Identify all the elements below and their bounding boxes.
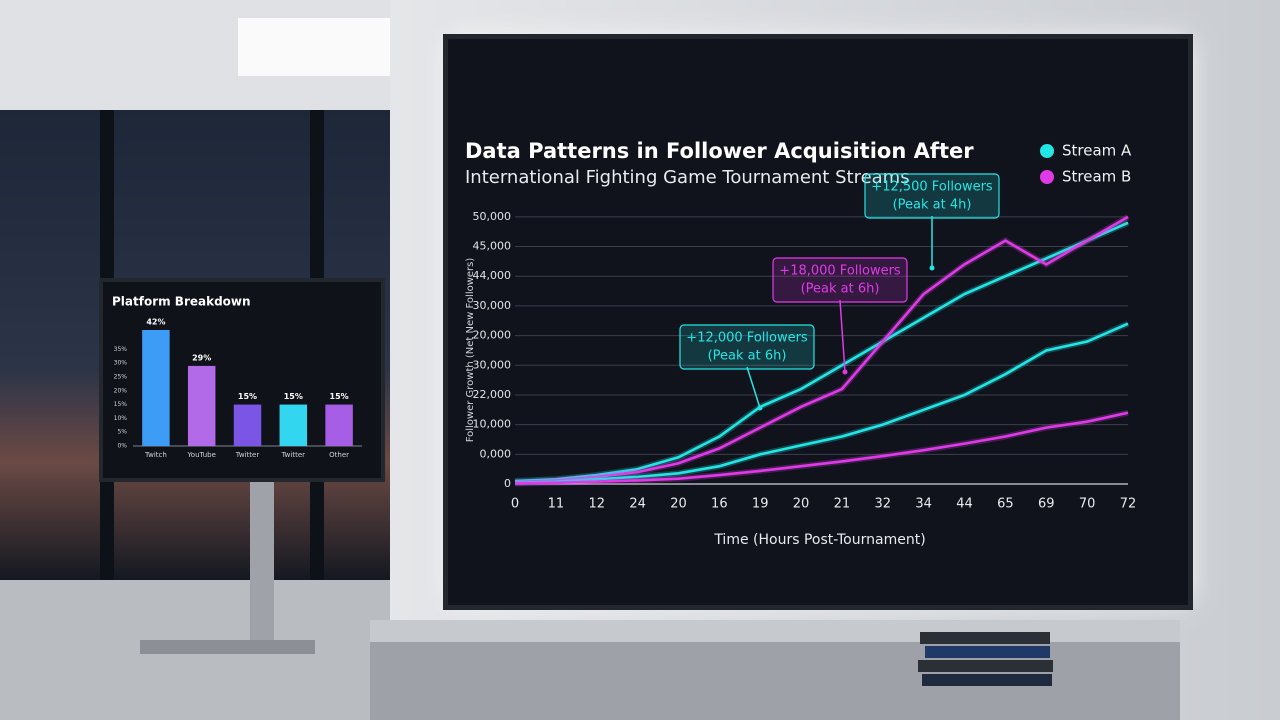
annotation-leader bbox=[746, 366, 761, 409]
x-tick-label: 72 bbox=[1120, 497, 1137, 512]
annotation-box bbox=[679, 324, 815, 370]
x-tick-label: 0 bbox=[511, 497, 519, 512]
y-tick-label: 45,000 bbox=[473, 240, 512, 253]
bar bbox=[187, 365, 216, 446]
x-tick-label: 20 bbox=[670, 497, 687, 512]
x-tick-label: 11 bbox=[548, 497, 565, 512]
legend-label: Stream B bbox=[1062, 168, 1131, 186]
ceiling-light bbox=[238, 18, 390, 76]
annotation-text: +12,500 Followers bbox=[871, 180, 993, 195]
x-tick-label: 34 bbox=[915, 497, 932, 512]
y-tick-label: 15% bbox=[114, 401, 128, 408]
x-tick-label: 20 bbox=[793, 497, 810, 512]
series-line bbox=[514, 411, 1129, 485]
y-tick-label: 5% bbox=[117, 429, 127, 436]
y-axis-label: Follower Growth (Net New Followers) bbox=[465, 258, 476, 443]
x-tick-label: 65 bbox=[997, 497, 1014, 512]
bar bbox=[325, 404, 353, 446]
x-tick-label: 21 bbox=[834, 497, 851, 512]
bar bbox=[142, 330, 170, 446]
chart-subtitle: International Fighting Game Tournament S… bbox=[465, 167, 910, 188]
book bbox=[922, 674, 1052, 686]
annotation-dot bbox=[757, 405, 763, 411]
x-tick-label: Twitter bbox=[281, 451, 306, 459]
value-label: 29% bbox=[192, 353, 211, 362]
annotation-dot bbox=[929, 265, 935, 271]
y-tick-label: 30,000 bbox=[473, 299, 512, 312]
annotation-leader bbox=[839, 299, 846, 373]
bar-chart: Platform Breakdown 0% 5% 10% 15% 20% 25% 30% 35… bbox=[112, 295, 362, 459]
y-tick-label: 44,000 bbox=[473, 269, 512, 282]
legend-swatch bbox=[1040, 170, 1054, 184]
annotation-box bbox=[864, 173, 1000, 219]
x-tick-label: 44 bbox=[956, 497, 973, 512]
y-tick-label: 0,000 bbox=[480, 447, 512, 460]
x-tick-label: 19 bbox=[752, 497, 769, 512]
x-tick-label: 12 bbox=[588, 497, 605, 512]
y-tick-label: 25% bbox=[114, 373, 128, 380]
screen bbox=[448, 39, 1188, 605]
y-tick-label: 0 bbox=[504, 477, 511, 490]
y-tick-label: 20,000 bbox=[473, 329, 512, 342]
y-tick-label: 30% bbox=[114, 360, 128, 367]
cabinet-top bbox=[370, 620, 1180, 642]
annotation-box bbox=[772, 257, 908, 303]
annotation-text: +18,000 Followers bbox=[779, 264, 901, 279]
book bbox=[925, 646, 1050, 658]
annotation-dot bbox=[842, 369, 848, 375]
y-tick-label: 10,000 bbox=[473, 418, 512, 431]
x-tick-label: 69 bbox=[1038, 497, 1055, 512]
y-tick-label: 35% bbox=[114, 346, 128, 353]
book bbox=[918, 660, 1053, 672]
value-label: 15% bbox=[284, 392, 303, 401]
x-tick-label: 70 bbox=[1079, 497, 1096, 512]
value-label: 15% bbox=[330, 392, 349, 401]
y-tick-label: 50,000 bbox=[473, 210, 512, 223]
annotation-text: (Peak at 6h) bbox=[801, 282, 880, 297]
y-tick-label: 22,000 bbox=[473, 388, 512, 401]
legend-label: Stream A bbox=[1062, 142, 1132, 160]
x-tick-label: 24 bbox=[629, 497, 646, 512]
x-tick-label: YouTube bbox=[186, 451, 215, 459]
x-tick-label: 16 bbox=[711, 497, 728, 512]
y-tick-label: 10% bbox=[114, 415, 128, 422]
series-line bbox=[514, 215, 1129, 484]
value-label: 42% bbox=[146, 318, 165, 327]
x-axis-label: Time (Hours Post-Tournament) bbox=[713, 532, 925, 548]
stand-pole bbox=[250, 470, 274, 640]
y-tick-label: 30,000 bbox=[473, 358, 512, 371]
y-tick-label: 0% bbox=[117, 443, 127, 450]
annotation-text: (Peak at 4h) bbox=[893, 198, 972, 213]
chart-title: Platform Breakdown bbox=[112, 295, 251, 309]
x-tick-label: Twitter bbox=[235, 451, 260, 459]
legend-swatch bbox=[1040, 144, 1054, 158]
bar bbox=[279, 404, 308, 446]
bar bbox=[233, 404, 262, 446]
x-tick-label: 32 bbox=[875, 497, 892, 512]
book bbox=[920, 632, 1050, 644]
stand-base bbox=[140, 640, 315, 654]
chart-title: Data Patterns in Follower Acquisition Af… bbox=[465, 139, 974, 163]
value-label: 15% bbox=[238, 392, 257, 401]
annotation-text: +12,000 Followers bbox=[686, 331, 808, 346]
y-tick-label: 20% bbox=[114, 387, 128, 394]
main-chart: Data Patterns in Follower Acquisition Af… bbox=[465, 139, 1136, 548]
x-tick-label: Other bbox=[329, 451, 349, 459]
x-tick-label: Twitch bbox=[144, 451, 167, 459]
series-line bbox=[514, 322, 1129, 485]
annotation-text: (Peak at 6h) bbox=[708, 349, 787, 364]
series-line bbox=[514, 221, 1129, 483]
